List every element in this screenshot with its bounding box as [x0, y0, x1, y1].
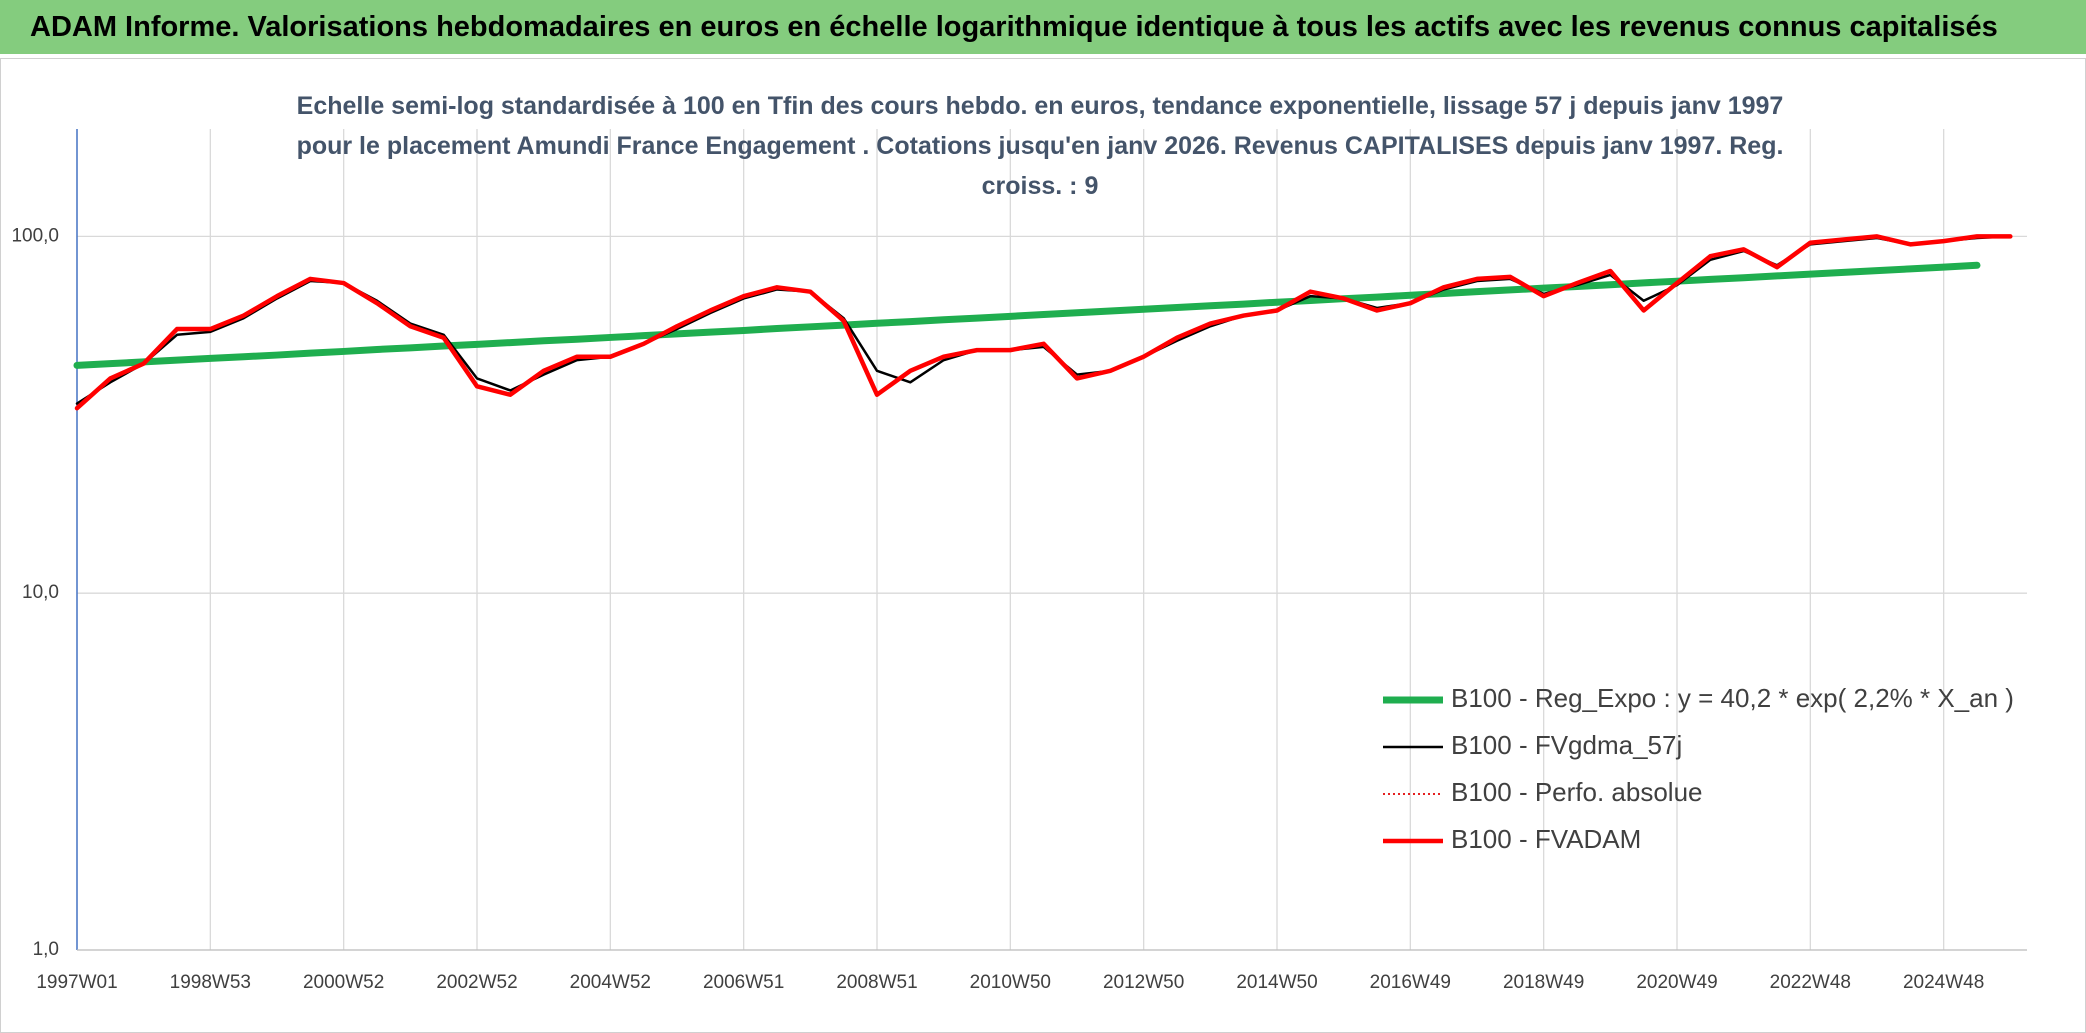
- x-tick-label: 1997W01: [36, 972, 117, 993]
- legend-label: B100 - FVADAM: [1451, 824, 1641, 854]
- legend-label: B100 - Perfo. absolue: [1451, 777, 1703, 807]
- x-tick-label: 2002W52: [436, 972, 517, 993]
- chart-subtitle: Echelle semi-log standardisée à 100 en T…: [296, 92, 1784, 200]
- x-tick-label: 2012W50: [1103, 972, 1184, 993]
- x-tick-label: 2016W49: [1370, 972, 1451, 993]
- series-line: [75, 235, 2012, 405]
- header-title: ADAM Informe. Valorisations hebdomadaire…: [0, 0, 2086, 54]
- y-tick-label: 10,0: [22, 582, 59, 603]
- x-tick-label: 2018W49: [1503, 972, 1584, 993]
- y-tick-label: 1,0: [33, 939, 59, 960]
- y-tick-label: 100,0: [11, 225, 59, 246]
- series-line: [74, 234, 2013, 411]
- x-tick-label: 2006W51: [703, 972, 784, 993]
- x-tick-label: 2022W48: [1770, 972, 1851, 993]
- series-line: [73, 261, 1981, 369]
- x-tick-label: 2000W52: [303, 972, 384, 993]
- x-tick-label: 2024W48: [1903, 972, 1984, 993]
- x-tick-label: 2008W51: [836, 972, 917, 993]
- x-tick-label: 1998W53: [170, 972, 251, 993]
- x-tick-label: 2014W50: [1236, 972, 1317, 993]
- legend-label: B100 - FVgdma_57j: [1451, 730, 1682, 760]
- x-tick-label: 2004W52: [570, 972, 651, 993]
- x-tick-label: 2020W49: [1636, 972, 1717, 993]
- series-line: [76, 235, 2011, 409]
- x-tick-label: 2010W50: [970, 972, 1051, 993]
- legend-label: B100 - Reg_Expo : y = 40,2 * exp( 2,2% *…: [1451, 683, 2014, 713]
